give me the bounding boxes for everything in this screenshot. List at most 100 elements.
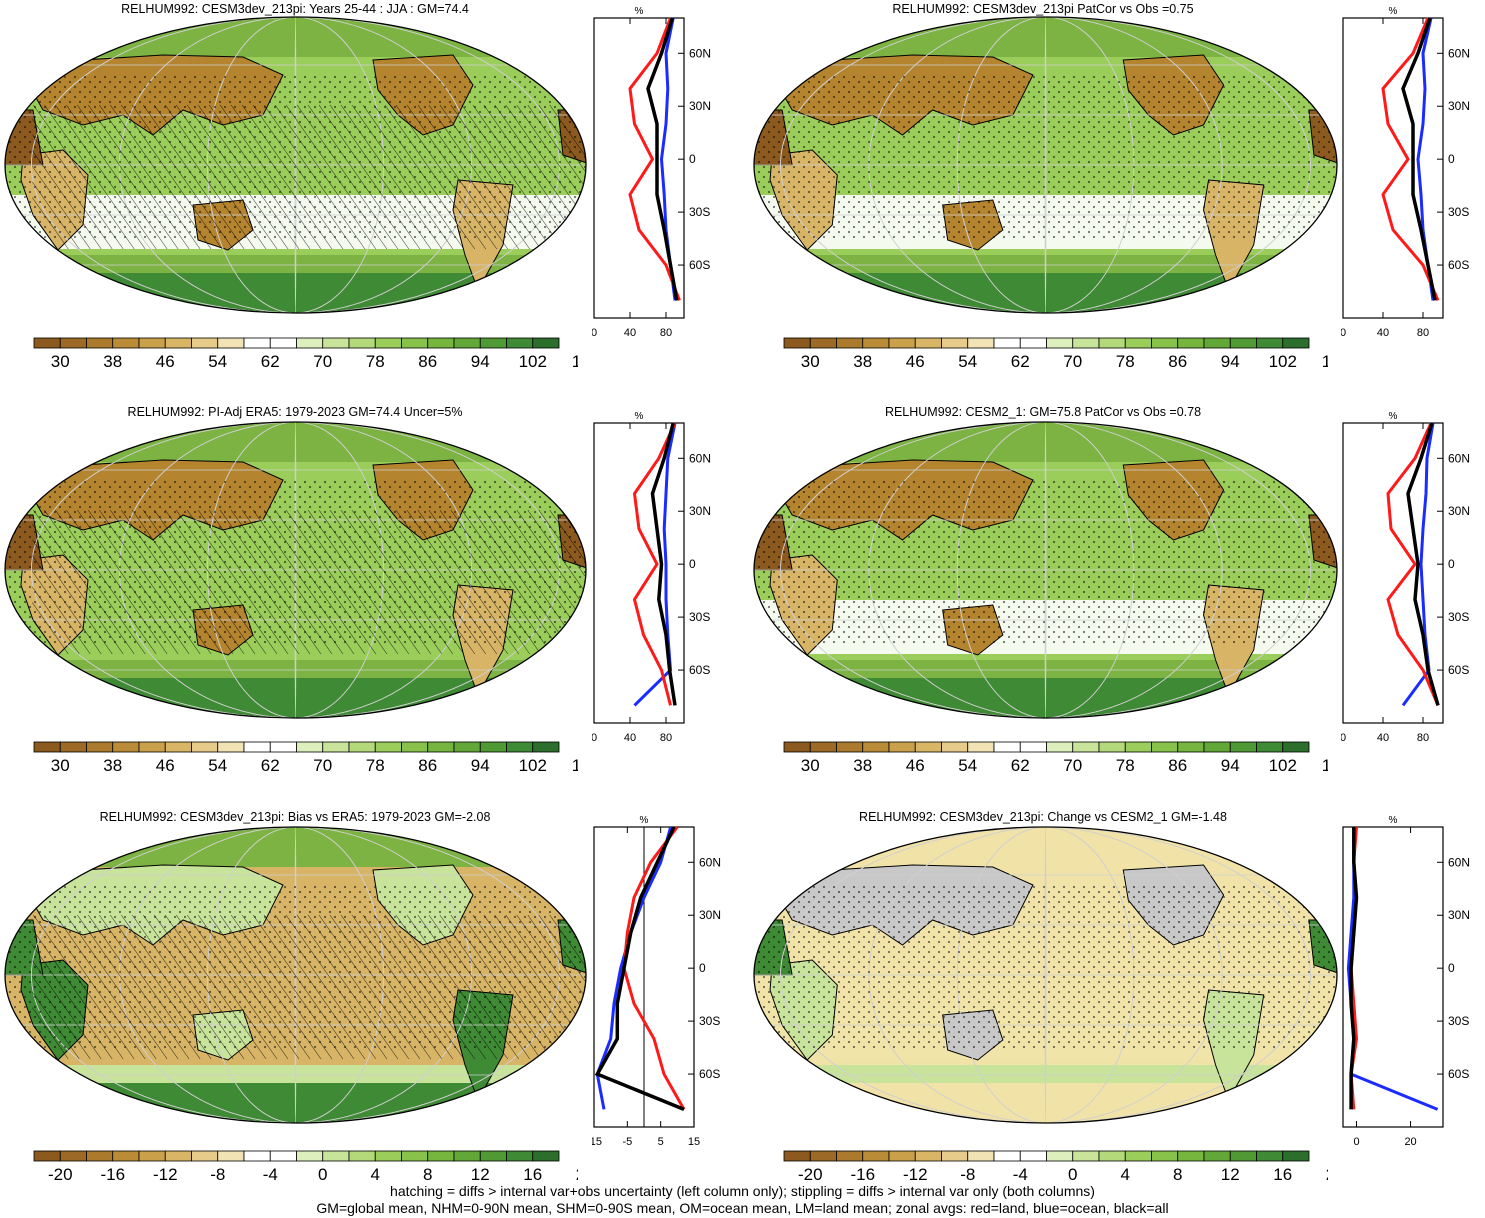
colorbar-label: 102 <box>519 756 547 775</box>
colorbar-swatch <box>164 741 192 753</box>
colorbar-label: 54 <box>208 352 227 371</box>
colorbar-swatch <box>243 337 271 349</box>
colorbar-label: 86 <box>418 352 437 371</box>
robinson-map <box>753 421 1338 719</box>
colorbar-label: 70 <box>313 756 332 775</box>
colorbar-swatch <box>427 741 455 753</box>
colorbar: -20 -16 -12 -8 -4 0 4 8 12 16 20 <box>33 1150 578 1184</box>
colorbar-swatch <box>941 337 969 349</box>
colorbar-swatch <box>296 337 324 349</box>
zonal-mean-plot: % 60N 30N 0 30S 60S 0 40 80 <box>1341 6 1470 339</box>
colorbar-swatch <box>1098 1150 1126 1162</box>
colorbar-swatch <box>401 1150 429 1162</box>
colorbar-swatch <box>1151 741 1179 753</box>
colorbar-label: 16 <box>1273 1165 1292 1184</box>
colorbar-label: 70 <box>313 352 332 371</box>
colorbar-swatch <box>112 1150 140 1162</box>
colorbar-swatch <box>427 337 455 349</box>
zonal-unit-label: % <box>1389 411 1398 422</box>
colorbar-label: -16 <box>100 1165 125 1184</box>
colorbar-swatch <box>59 741 87 753</box>
colorbar-swatch <box>1046 741 1074 753</box>
colorbar-swatch <box>941 741 969 753</box>
colorbar-swatch <box>164 337 192 349</box>
colorbar-swatch <box>1229 1150 1257 1162</box>
colorbar-swatch <box>1229 337 1257 349</box>
colorbar-swatch <box>33 741 61 753</box>
colorbar-swatch <box>506 1150 534 1162</box>
land-zonal-line <box>1386 422 1440 706</box>
land-zonal-line <box>628 17 681 301</box>
colorbar-label: 30 <box>51 756 70 775</box>
lat-tick-label: 60S <box>699 1067 720 1081</box>
panel-title: RELHUM992: CESM3dev_213pi: Years 25-44 :… <box>121 2 469 16</box>
colorbar-swatch <box>243 741 271 753</box>
lat-tick-label: 60N <box>1448 855 1470 869</box>
colorbar-swatch <box>1203 741 1231 753</box>
colorbar-swatch <box>941 1150 969 1162</box>
colorbar-swatch <box>86 337 114 349</box>
colorbar-label: 54 <box>958 756 977 775</box>
colorbar-swatch <box>1046 1150 1074 1162</box>
zonal-x-tick-label: 0 <box>1341 732 1346 744</box>
colorbar-label: 110 <box>1322 352 1328 371</box>
colorbar-swatch <box>1151 1150 1179 1162</box>
colorbar-swatch <box>1282 337 1310 349</box>
colorbar-label: 86 <box>418 756 437 775</box>
colorbar-swatch <box>217 741 245 753</box>
colorbar-swatch <box>783 741 811 753</box>
colorbar-label: 46 <box>156 756 175 775</box>
colorbar: 30 38 46 54 62 70 78 86 94 102 110 <box>33 741 578 775</box>
lat-tick-label: 0 <box>699 961 706 975</box>
zonal-mean-plot: % 60N 30N 0 30S 60S 0 40 80 <box>592 411 711 744</box>
colorbar-swatch <box>836 337 864 349</box>
zonal-x-tick-label: 5 <box>658 1136 664 1148</box>
colorbar-swatch <box>1256 337 1284 349</box>
lat-tick-label: 30S <box>689 610 710 624</box>
colorbar-swatch <box>914 337 942 349</box>
lat-tick-label: 0 <box>1448 152 1455 166</box>
zonal-x-tick-label: 0 <box>1341 327 1346 339</box>
zonal-x-tick-label: 40 <box>624 327 636 339</box>
zonal-unit-label: % <box>1389 815 1398 826</box>
zonal-x-tick-label: 0 <box>592 732 597 744</box>
colorbar-swatch <box>86 1150 114 1162</box>
colorbar-label: -4 <box>263 1165 278 1184</box>
colorbar-label: 70 <box>1063 352 1082 371</box>
lat-tick-label: 30N <box>699 908 721 922</box>
lat-tick-label: 60N <box>699 855 721 869</box>
colorbar: 30 38 46 54 62 70 78 86 94 102 110 <box>33 337 578 371</box>
colorbar-swatch <box>401 337 429 349</box>
lat-tick-label: 60N <box>689 46 711 60</box>
footer-line-2: GM=global mean, NHM=0-90N mean, SHM=0-90… <box>316 1200 1169 1216</box>
colorbar-swatch <box>59 1150 87 1162</box>
lat-tick-label: 60S <box>689 258 710 272</box>
zonal-x-tick-label: -15 <box>592 1136 602 1148</box>
colorbar-swatch <box>296 1150 324 1162</box>
colorbar-swatch <box>322 741 350 753</box>
colorbar-swatch <box>1072 337 1100 349</box>
colorbar-swatch <box>809 1150 837 1162</box>
colorbar-swatch <box>993 1150 1021 1162</box>
colorbar-swatch <box>967 337 995 349</box>
colorbar: -20 -16 -12 -8 -4 0 4 8 12 16 20 <box>783 1150 1328 1184</box>
colorbar-swatch <box>374 1150 402 1162</box>
zonal-x-tick-label: 40 <box>624 732 636 744</box>
colorbar-label: 94 <box>471 352 490 371</box>
lat-tick-label: 60N <box>1448 46 1470 60</box>
colorbar-label: 62 <box>261 352 280 371</box>
colorbar-swatch <box>1177 1150 1205 1162</box>
colorbar-swatch <box>993 741 1021 753</box>
colorbar-label: -12 <box>903 1165 928 1184</box>
colorbar-label: 20 <box>1326 1165 1328 1184</box>
zonal-x-tick-label: -5 <box>622 1136 632 1148</box>
zonal-unit-label: % <box>635 6 644 17</box>
colorbar-swatch <box>322 1150 350 1162</box>
colorbar-label: 0 <box>1068 1165 1077 1184</box>
colorbar-swatch <box>888 1150 916 1162</box>
colorbar-swatch <box>888 337 916 349</box>
colorbar-swatch <box>1124 337 1152 349</box>
colorbar-swatch <box>809 741 837 753</box>
lat-tick-label: 30N <box>689 99 711 113</box>
colorbar-swatch <box>1124 741 1152 753</box>
